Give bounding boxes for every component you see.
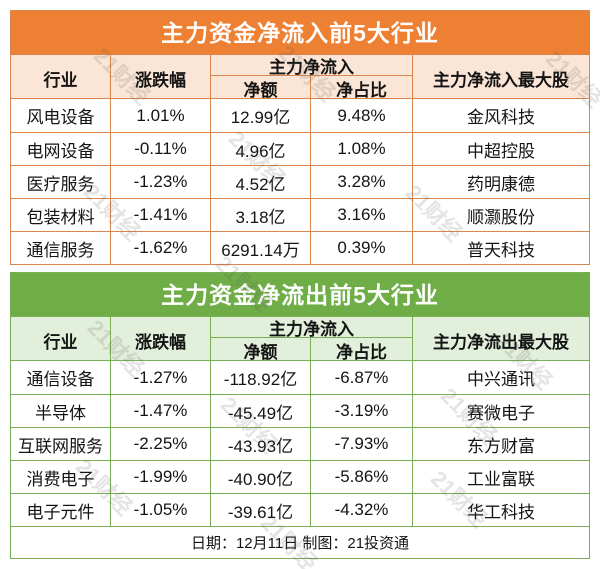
net-amount-cell: -118.92亿 <box>211 361 311 394</box>
table-row: 风电设备 1.01% 12.99亿 9.48% 金风科技 <box>11 99 589 132</box>
top-stock-cell: 工业富联 <box>467 469 535 489</box>
top-stock-cell: 中兴通讯 <box>467 370 535 389</box>
change-cell: -1.41% <box>111 199 211 231</box>
chart-footer: 日期：12月11日 制图：21投资通 <box>11 526 589 558</box>
header-top-stock: 主力净流出最大股 <box>433 332 569 352</box>
net-ratio-cell: -3.19% <box>311 395 413 427</box>
net-ratio-cell: 0.39% <box>311 232 413 264</box>
inflow-table-title: 主力资金净流入前5大行业 <box>11 11 589 55</box>
header-change: 涨跌幅 <box>111 317 211 363</box>
change-cell: -1.27% <box>111 361 211 394</box>
change-cell: -1.47% <box>111 395 211 427</box>
change-cell: -2.25% <box>111 428 211 460</box>
table-row: 半导体 -1.47% -45.49亿 -3.19% 赛微电子 <box>11 394 589 427</box>
net-ratio-cell: -6.87% <box>311 361 413 394</box>
net-amount-cell: -40.90亿 <box>211 461 311 493</box>
header-main-net-inflow-group: 主力净流入 净额 净占比 <box>211 317 413 363</box>
header-industry: 行业 <box>11 317 111 363</box>
header-group-label: 主力净流入 <box>211 317 412 339</box>
top-stock-cell: 药明康德 <box>467 174 535 194</box>
top-stock-cell: 华工科技 <box>467 502 535 522</box>
header-main-net-inflow-group: 主力净流入 净额 净占比 <box>211 55 413 101</box>
outflow-table-header: 行业 涨跌幅 主力净流入 净额 净占比 主力净流出最大股 <box>11 317 589 363</box>
change-cell: 1.01% <box>111 99 211 132</box>
table-row: 包装材料 -1.41% 3.18亿 3.16% 顺灏股份 <box>11 198 589 231</box>
outflow-table-body: 通信设备 -1.27% -118.92亿 -6.87% 中兴通讯半导体 -1.47% -45… <box>11 361 589 526</box>
industry-cell: 通信服务 <box>11 232 111 264</box>
top-stock-cell: 普天科技 <box>467 240 535 260</box>
net-ratio-cell: -7.93% <box>311 428 413 460</box>
industry-cell: 电网设备 <box>11 133 111 165</box>
inflow-table-header: 行业 涨跌幅 主力净流入 净额 净占比 主力净流入最大股 <box>11 55 589 101</box>
header-group-label: 主力净流入 <box>211 55 412 77</box>
header-industry: 行业 <box>11 55 111 101</box>
net-ratio-cell: 3.28% <box>311 166 413 198</box>
table-row: 医疗服务 -1.23% 4.52亿 3.28% 药明康德 <box>11 165 589 198</box>
header-net-ratio: 净占比 <box>336 343 387 362</box>
header-net-amount: 净额 <box>211 76 311 101</box>
table-row: 互联网服务 -2.25% -43.93亿 -7.93% 东方财富 <box>11 427 589 460</box>
top-stock-cell: 中超控股 <box>467 141 535 161</box>
table-row: 消费电子 -1.99% -40.90亿 -5.86% 工业富联 <box>11 460 589 493</box>
net-amount-cell: 12.99亿 <box>211 99 311 132</box>
table-row: 电子元件 -1.05% -39.61亿 -4.32% 华工科技 <box>11 493 589 526</box>
top-stock-cell: 金风科技 <box>467 108 535 127</box>
top-stock-cell: 顺灏股份 <box>467 207 535 227</box>
table-row: 通信服务 -1.62% 6291.14万 0.39% 普天科技 <box>11 231 589 264</box>
inflow-table-body: 风电设备 1.01% 12.99亿 9.48% 金风科技电网设备 -0.11% 4.96亿 1… <box>11 99 589 264</box>
industry-cell: 包装材料 <box>11 199 111 231</box>
header-change: 涨跌幅 <box>111 55 211 101</box>
industry-cell: 医疗服务 <box>11 166 111 198</box>
industry-cell: 风电设备 <box>11 99 111 132</box>
net-amount-cell: -45.49亿 <box>211 395 311 427</box>
outflow-table: 主力资金净流出前5大行业 行业 涨跌幅 主力净流入 净额 净占比 主力净流出最大… <box>10 272 590 559</box>
change-cell: -0.11% <box>111 133 211 165</box>
table-row: 通信设备 -1.27% -118.92亿 -6.87% 中兴通讯 <box>11 361 589 394</box>
top-stock-cell: 东方财富 <box>467 436 535 456</box>
inflow-table: 主力资金净流入前5大行业 行业 涨跌幅 主力净流入 净额 净占比 主力净流入最大… <box>10 10 590 265</box>
header-net-ratio: 净占比 <box>336 81 387 100</box>
header-top-stock: 主力净流入最大股 <box>433 70 569 90</box>
net-ratio-cell: 3.16% <box>311 199 413 231</box>
top-stock-cell: 赛微电子 <box>467 403 535 423</box>
change-cell: -1.62% <box>111 232 211 264</box>
change-cell: -1.99% <box>111 461 211 493</box>
net-ratio-cell: 1.08% <box>311 133 413 165</box>
net-ratio-cell: -4.32% <box>311 494 413 526</box>
industry-cell: 消费电子 <box>11 461 111 493</box>
net-amount-cell: 4.52亿 <box>211 166 311 198</box>
net-amount-cell: 3.18亿 <box>211 199 311 231</box>
net-amount-cell: -43.93亿 <box>211 428 311 460</box>
industry-cell: 通信设备 <box>11 361 111 394</box>
change-cell: -1.23% <box>111 166 211 198</box>
industry-cell: 半导体 <box>11 395 111 427</box>
industry-cell: 互联网服务 <box>11 428 111 460</box>
net-amount-cell: 4.96亿 <box>211 133 311 165</box>
net-amount-cell: -39.61亿 <box>211 494 311 526</box>
header-net-amount: 净额 <box>211 338 311 363</box>
industry-cell: 电子元件 <box>11 494 111 526</box>
outflow-table-title: 主力资金净流出前5大行业 <box>11 273 589 317</box>
table-row: 电网设备 -0.11% 4.96亿 1.08% 中超控股 <box>11 132 589 165</box>
net-ratio-cell: -5.86% <box>311 461 413 493</box>
net-amount-cell: 6291.14万 <box>211 232 311 264</box>
change-cell: -1.05% <box>111 494 211 526</box>
net-ratio-cell: 9.48% <box>311 99 413 132</box>
